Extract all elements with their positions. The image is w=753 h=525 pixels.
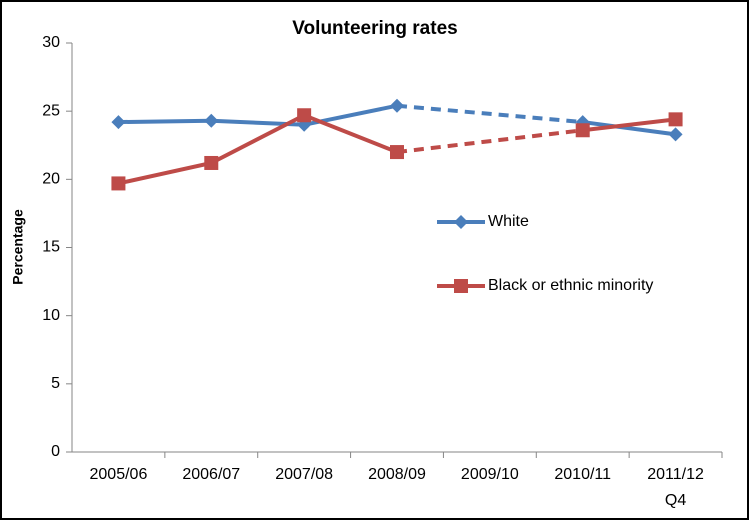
legend-label: Black or ethnic minority <box>488 277 653 294</box>
x-tick-label: 2008/09 <box>368 466 426 483</box>
data-point <box>111 176 126 191</box>
x-tick-label: 2011/12 Q4 <box>647 466 704 509</box>
gap-line <box>396 103 583 125</box>
x-tick-label: 2006/07 <box>182 466 241 483</box>
legend-marker <box>454 279 468 293</box>
y-tick-label: 20 <box>42 171 60 188</box>
series-line <box>117 113 676 186</box>
x-tick-label: 2007/08 <box>275 466 334 483</box>
data-point <box>390 98 404 113</box>
y-tick-label: 5 <box>51 375 60 392</box>
data-point <box>575 123 590 138</box>
legend-marker <box>454 215 468 229</box>
x-tick-label: 2005/06 <box>89 466 148 483</box>
x-tick-label: 2010/11 <box>554 466 612 483</box>
y-tick-label: 15 <box>42 239 60 256</box>
series-line <box>118 103 676 137</box>
data-point <box>668 127 683 142</box>
data-point <box>204 113 219 128</box>
x-tick-label: 2009/10 <box>460 466 519 483</box>
y-tick-label: 0 <box>51 443 60 460</box>
chart-title: Volunteering rates <box>292 18 457 39</box>
data-point <box>390 145 404 160</box>
data-point <box>204 155 219 170</box>
y-axis-label: Percentage <box>10 209 26 285</box>
data-point <box>297 108 312 123</box>
gap-line <box>396 128 583 155</box>
y-tick-label: 10 <box>42 307 60 324</box>
legend-label: White <box>488 213 529 230</box>
data-point <box>668 112 683 127</box>
y-tick-label: 30 <box>42 34 60 51</box>
data-point <box>111 115 126 130</box>
y-tick-label: 25 <box>42 102 60 119</box>
